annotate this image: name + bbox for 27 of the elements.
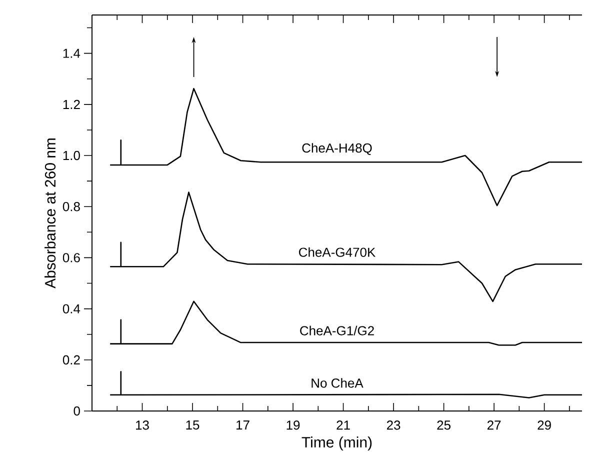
series-label: CheA-G470K	[299, 247, 376, 257]
series-label: No CheA	[312, 378, 364, 388]
x-axis-title: Time (min)	[302, 436, 372, 451]
line-series	[109, 371, 582, 398]
x-tick-label: 29	[538, 420, 551, 430]
y-tick-label: 0	[74, 406, 80, 416]
series-label: CheA-G1/G2	[300, 326, 374, 336]
x-tick-label: 23	[386, 420, 400, 430]
x-tick-label: 15	[186, 420, 200, 430]
x-tick-label: 25	[437, 420, 450, 430]
y-tick-label: 0.4	[62, 304, 80, 314]
x-tick-label: 21	[336, 420, 350, 430]
line-series	[109, 88, 582, 206]
x-tick-label: 27	[487, 420, 501, 430]
y-tick-label: 0.6	[62, 253, 80, 262]
line-series	[109, 300, 582, 346]
y-tick-label: 0.8	[62, 202, 80, 212]
line-series	[109, 192, 582, 302]
series-label: CheA-H48Q	[302, 143, 372, 155]
x-tick-label: 13	[136, 420, 149, 430]
y-axis-title: Absorbance at 260 nm	[44, 138, 56, 288]
y-tick-label: 1.2	[63, 100, 80, 109]
x-tick-label: 17	[236, 420, 250, 430]
y-tick-label: 1.0	[63, 150, 80, 160]
y-tick-label: 0.2	[62, 355, 80, 365]
x-tick-label: 19	[286, 420, 300, 430]
y-tick-label: 1.4	[63, 48, 80, 58]
